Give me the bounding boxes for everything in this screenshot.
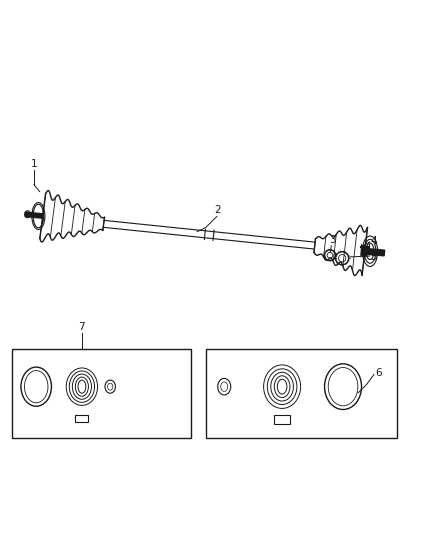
Polygon shape xyxy=(361,246,367,256)
Text: 7: 7 xyxy=(78,322,85,332)
Bar xyxy=(206,349,397,439)
Bar xyxy=(75,415,88,422)
Text: 6: 6 xyxy=(375,368,381,378)
Polygon shape xyxy=(364,248,385,256)
Text: 1: 1 xyxy=(31,159,38,168)
Text: 3: 3 xyxy=(328,235,336,245)
Polygon shape xyxy=(25,212,43,218)
Text: 2: 2 xyxy=(215,205,221,215)
Text: 4: 4 xyxy=(371,236,377,246)
Bar xyxy=(12,349,191,439)
Text: 5: 5 xyxy=(371,252,377,262)
Bar xyxy=(274,415,290,424)
